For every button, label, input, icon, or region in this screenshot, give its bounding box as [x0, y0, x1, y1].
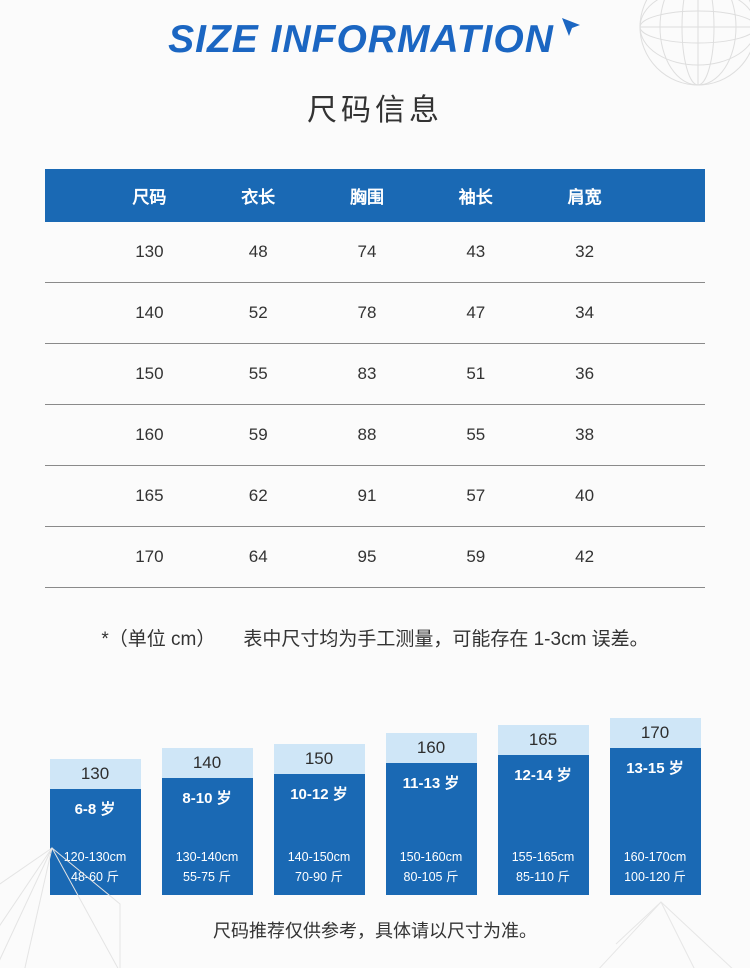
cell: 140	[135, 302, 164, 322]
cell: 55	[466, 424, 486, 444]
footer-note: 尺码推荐仅供参考，具体请以尺寸为准。	[213, 920, 537, 941]
header-cell-size: 尺码	[132, 187, 167, 207]
unit-note-text: 表中尺寸均为手工测量，可能存在 1-3cm 误差。	[243, 628, 649, 650]
bar-age: 6-8 岁	[74, 800, 116, 818]
cell: 51	[466, 363, 486, 383]
header-cell-shoulder: 肩宽	[567, 187, 602, 207]
table-row: 150 55 83 51 36	[45, 344, 705, 405]
cell: 88	[357, 424, 377, 444]
bar-size-label: 170	[609, 717, 701, 748]
bar-height-range: 130-140cm	[175, 850, 239, 865]
size-table: 尺码 衣长 胸围 袖长 肩宽 130 48 74 43 32 140 52 78…	[45, 168, 705, 588]
unit-note: *（单位 cm） 表中尺寸均为手工测量，可能存在 1-3cm 误差。	[0, 624, 750, 651]
bar-age: 13-15 岁	[626, 759, 684, 777]
cell: 57	[466, 485, 486, 505]
header: SIZE INFORMATION 尺码信息	[0, 0, 750, 129]
bar-weight-range: 70-90 斤	[295, 869, 343, 884]
bar-weight-range: 80-105 斤	[403, 869, 459, 884]
cell: 40	[575, 485, 595, 505]
table-header-row: 尺码 衣长 胸围 袖长 肩宽	[45, 168, 705, 222]
cell: 42	[575, 546, 595, 566]
table-row: 170 64 95 59 42	[45, 527, 705, 588]
bar-size-label: 160	[385, 732, 477, 763]
cell: 36	[575, 363, 595, 383]
bar-age: 10-12 岁	[290, 785, 348, 803]
cell: 78	[357, 302, 377, 322]
table-row: 165 62 91 57 40	[45, 466, 705, 527]
table-row: 140 52 78 47 34	[45, 283, 705, 344]
bar-height-range: 120-130cm	[63, 850, 127, 865]
cell: 160	[135, 424, 164, 444]
bar-weight-range: 85-110 斤	[516, 869, 570, 884]
size-bar-150: 150 10-12 岁 140-150cm 70-90 斤	[273, 743, 365, 895]
size-bar-140: 140 8-10 岁 130-140cm 55-75 斤	[161, 747, 253, 895]
bar-weight-range: 48-60 斤	[71, 869, 119, 884]
cell: 83	[357, 363, 377, 383]
size-bar-170: 170 13-15 岁 160-170cm 100-120 斤	[609, 717, 701, 895]
cell: 64	[248, 546, 268, 566]
size-recommendation-chart: 130 6-8 岁 120-130cm 48-60 斤 140 8-10 岁 1…	[0, 717, 750, 895]
bar-body: 8-10 岁 130-140cm 55-75 斤	[161, 777, 253, 895]
cell: 95	[357, 546, 377, 566]
bar-size-label: 165	[497, 724, 589, 755]
cell: 165	[135, 485, 164, 505]
size-bar-130: 130 6-8 岁 120-130cm 48-60 斤	[49, 758, 141, 895]
cell: 170	[135, 546, 164, 566]
size-bar-160: 160 11-13 岁 150-160cm 80-105 斤	[385, 732, 477, 895]
bar-weight-range: 55-75 斤	[183, 869, 231, 884]
bar-height-range: 150-160cm	[399, 850, 463, 865]
header-cell-sleeve: 袖长	[458, 187, 493, 207]
table-row: 160 59 88 55 38	[45, 405, 705, 466]
bar-height-range: 155-165cm	[511, 850, 575, 865]
bar-size-label: 130	[49, 758, 141, 789]
bar-weight-range: 100-120 斤	[624, 869, 686, 884]
cell: 55	[248, 363, 268, 383]
bar-age: 12-14 岁	[514, 766, 572, 784]
unit-note-prefix: *（单位 cm）	[101, 628, 216, 650]
header-cell-chest: 胸围	[349, 187, 384, 207]
cell: 91	[357, 485, 377, 505]
cell: 43	[466, 241, 486, 261]
header-cell-length: 衣长	[241, 187, 276, 207]
cell: 59	[248, 424, 268, 444]
bar-body: 10-12 岁 140-150cm 70-90 斤	[273, 773, 365, 895]
cell: 74	[357, 241, 377, 261]
table-row: 130 48 74 43 32	[45, 222, 705, 283]
cell: 48	[248, 241, 268, 261]
bar-body: 13-15 岁 160-170cm 100-120 斤	[609, 747, 701, 895]
page-title-en-text: SIZE INFORMATION	[168, 18, 554, 61]
cell: 130	[135, 241, 164, 261]
cursor-icon	[561, 18, 580, 36]
bar-body: 12-14 岁 155-165cm 85-110 斤	[497, 754, 589, 895]
cell: 52	[248, 302, 268, 322]
page-title-cn: 尺码信息	[307, 93, 443, 127]
cell: 38	[575, 424, 595, 444]
bar-size-label: 150	[273, 743, 365, 774]
cell: 59	[466, 546, 486, 566]
cell: 34	[575, 302, 595, 322]
bar-height-range: 140-150cm	[287, 850, 351, 865]
bar-size-label: 140	[161, 747, 253, 778]
bar-age: 8-10 岁	[182, 789, 232, 807]
bar-height-range: 160-170cm	[623, 850, 687, 865]
bar-age: 11-13 岁	[402, 774, 460, 792]
page-title-en: SIZE INFORMATION	[168, 18, 582, 61]
bar-body: 11-13 岁 150-160cm 80-105 斤	[385, 762, 477, 895]
bar-body: 6-8 岁 120-130cm 48-60 斤	[49, 788, 141, 895]
cell: 32	[575, 241, 595, 261]
size-bar-165: 165 12-14 岁 155-165cm 85-110 斤	[497, 724, 589, 895]
cell: 62	[248, 485, 268, 505]
cell: 47	[466, 302, 486, 322]
cell: 150	[135, 363, 164, 383]
